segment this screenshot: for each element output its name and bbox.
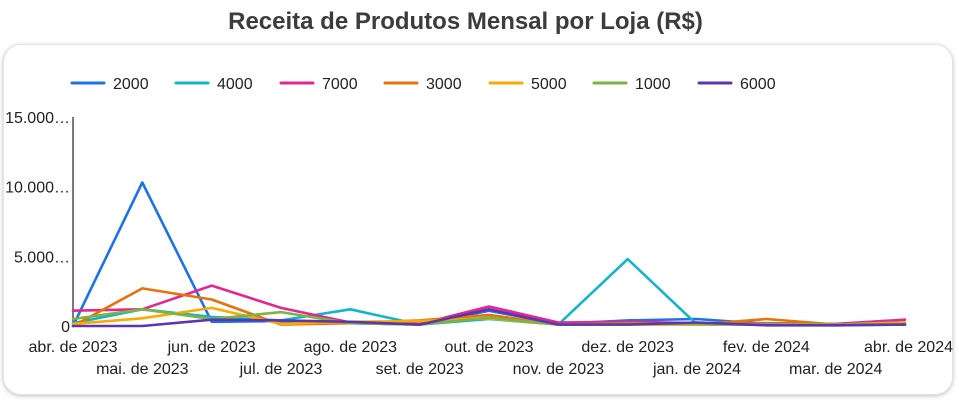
legend-label: 6000 [740,76,776,93]
x-tick-label: jan. de 2024 [652,361,741,378]
legend-label: 4000 [217,76,253,93]
y-axis-ticks: 0 5.000… 10.000… 15.000… [5,110,70,336]
legend-item-4000[interactable]: 4000 [174,76,253,93]
x-tick-label: jul. de 2023 [239,361,323,378]
y-tick-label: 0 [61,319,70,336]
series-line-3000[interactable] [71,287,907,328]
x-tick-label: mar. de 2024 [789,361,883,378]
x-tick-label: dez. de 2023 [581,339,674,356]
x-tick-label: jun. de 2023 [167,339,256,356]
chart-title: Receita de Produtos Mensal por Loja (R$) [228,8,703,35]
x-tick-label: mai. de 2023 [96,361,189,378]
y-tick-label: 10.000… [5,180,70,197]
legend-label: 5000 [531,76,567,93]
legend-item-6000[interactable]: 6000 [697,76,776,93]
y-tick-label: 5.000… [14,249,70,266]
legend-item-2000[interactable]: 2000 [70,76,149,93]
series-lines [71,181,907,328]
x-tick-label: fev. de 2024 [723,339,810,356]
x-tick-label: nov. de 2023 [513,361,604,378]
x-tick-label: ago. de 2023 [304,339,398,356]
x-tick-label: set. de 2023 [376,361,464,378]
y-tick-label: 15.000… [5,110,70,127]
legend-item-5000[interactable]: 5000 [488,76,567,93]
legend: 2000 4000 7000 3000 5000 1000 6000 [70,76,776,93]
legend-item-1000[interactable]: 1000 [592,76,671,93]
legend-label: 2000 [113,76,149,93]
legend-label: 3000 [426,76,462,93]
x-tick-label: abr. de 2023 [29,339,118,356]
x-axis-ticks: abr. de 2023 mai. de 2023 jun. de 2023 jul.… [29,339,954,378]
legend-item-7000[interactable]: 7000 [279,76,358,93]
series-line-6000[interactable] [71,307,907,328]
series-line-2000[interactable] [71,181,907,328]
legend-item-3000[interactable]: 3000 [383,76,462,93]
legend-label: 7000 [322,76,358,93]
x-tick-label: out. de 2023 [445,339,534,356]
x-tick-label: abr. de 2024 [864,339,953,356]
legend-label: 1000 [635,76,671,93]
